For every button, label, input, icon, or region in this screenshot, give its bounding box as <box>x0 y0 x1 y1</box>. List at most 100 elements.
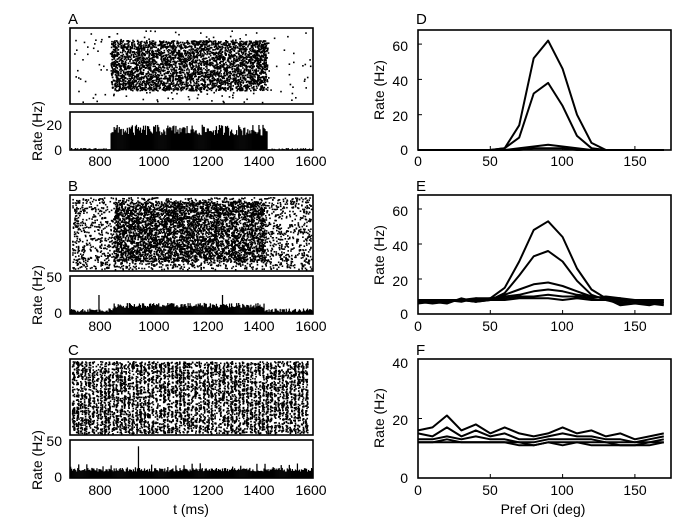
hist-bar-A-94 <box>165 135 167 150</box>
spike-A-3063 <box>211 62 213 64</box>
spike-A-3745 <box>117 41 119 44</box>
spike-A-1608 <box>170 83 172 85</box>
spike-A-2720 <box>217 47 220 49</box>
spike-A-1607 <box>172 77 174 80</box>
spike-A-524 <box>179 59 181 62</box>
spike-A-3053 <box>112 46 115 48</box>
spike-B-77 <box>306 237 309 240</box>
spike-A-266 <box>236 81 238 84</box>
spike-B-162 <box>249 236 252 238</box>
spike-A-2336 <box>222 76 225 79</box>
spike-A-2532 <box>220 79 222 81</box>
spike-A-3395 <box>133 47 135 50</box>
spike-A-3454 <box>252 44 254 46</box>
spike-A-3232 <box>115 61 117 64</box>
spike-A-3510 <box>187 41 190 44</box>
spike-A-2010 <box>173 60 176 63</box>
spike-A-1169 <box>261 89 264 92</box>
spike-A-3423 <box>266 64 268 67</box>
spike-A-1903 <box>113 58 115 60</box>
spike-A-1452 <box>157 82 159 85</box>
spike-A-1383 <box>217 66 220 68</box>
spike-A-3710 <box>112 86 114 89</box>
spike-A-3680 <box>170 74 173 77</box>
spike-A-2756 <box>196 50 199 53</box>
spike-A-1639 <box>190 57 193 59</box>
spike-B-515 <box>266 238 268 240</box>
spike-A-2777 <box>125 67 127 69</box>
hist-bar-A-175 <box>247 129 249 150</box>
spike-A-2712 <box>120 62 123 65</box>
spike-A-3758 <box>116 61 119 64</box>
hist-bar-A-116 <box>187 132 189 150</box>
spike-A-228 <box>251 50 253 53</box>
hist-bar-A-158 <box>229 131 232 150</box>
spike-A-5 <box>248 54 251 56</box>
spike-A-1441 <box>124 60 127 63</box>
hist-bar-A-41 <box>111 132 113 150</box>
spike-A-3553 <box>171 51 174 53</box>
panel-A: A 20 0 Rate (Hz) 800 1000 1200 1400 1600 <box>29 11 327 169</box>
spike-B-445 <box>276 268 278 270</box>
spike-A-1389 <box>162 59 165 61</box>
spike-A-996 <box>230 60 233 62</box>
spike-A-1729 <box>223 88 225 91</box>
spike-A-278 <box>230 54 232 57</box>
spike-A-3742 <box>114 85 116 87</box>
spike-A-2374 <box>243 58 245 60</box>
spike-A-2819 <box>139 70 142 72</box>
spike-B-463 <box>252 252 255 255</box>
spike-A-2994 <box>120 65 123 67</box>
spike-B-588 <box>260 198 263 201</box>
spike-A-2610 <box>190 50 192 52</box>
spike-A-3001 <box>242 64 245 66</box>
spike-B-839 <box>268 221 271 224</box>
spike-A-3545 <box>245 53 247 55</box>
spike-A-1245 <box>161 55 164 58</box>
spike-A-1114 <box>208 84 210 86</box>
spike-A-685 <box>224 51 226 54</box>
spike-A-2428 <box>255 68 258 70</box>
spike-A-1345 <box>116 77 118 80</box>
spike-A-640 <box>209 47 211 49</box>
spike-A-1978 <box>214 78 217 81</box>
spike-A-1634 <box>212 86 215 89</box>
spike-A-1287 <box>244 65 247 67</box>
spike-A-3034 <box>203 83 206 86</box>
spike-A-287 <box>257 76 259 78</box>
spike-A-1283 <box>239 64 241 67</box>
spike-B-74 <box>92 222 95 224</box>
spike-A-3095 <box>159 42 162 44</box>
spike-A-155 <box>83 41 86 44</box>
spike-A-3021 <box>141 54 143 56</box>
spike-A-3277 <box>122 44 124 47</box>
spike-A-1852 <box>166 86 168 88</box>
spike-A-3066 <box>241 88 244 90</box>
spike-A-1992 <box>230 73 233 75</box>
spike-B-641 <box>282 200 285 203</box>
spike-A-3014 <box>265 65 268 68</box>
spike-B-165 <box>77 248 80 250</box>
hist-bar-A-152 <box>223 132 226 150</box>
spike-A-762 <box>254 55 257 57</box>
spike-B-1 <box>293 266 296 269</box>
spike-B-618 <box>235 206 237 208</box>
spike-A-2884 <box>249 65 252 68</box>
spike-A-646 <box>230 86 232 88</box>
spike-A-3081 <box>252 73 255 75</box>
hist-bar-A-132 <box>203 126 205 150</box>
spike-A-3160 <box>197 65 200 67</box>
spike-A-2857 <box>254 43 256 46</box>
xtick-A-1200: 1200 <box>192 153 223 169</box>
spike-A-3337 <box>241 63 243 66</box>
spike-A-2643 <box>116 76 119 78</box>
spike-A-1425 <box>225 40 228 42</box>
spike-A-2973 <box>195 41 198 44</box>
spike-A-260 <box>204 49 207 51</box>
spike-B-361 <box>308 239 311 241</box>
spike-A-2821 <box>199 89 201 92</box>
hist-bar-A-224 <box>296 148 299 150</box>
spike-A-2732 <box>178 72 181 74</box>
spike-A-2684 <box>232 46 235 48</box>
spike-A-3282 <box>125 52 128 55</box>
